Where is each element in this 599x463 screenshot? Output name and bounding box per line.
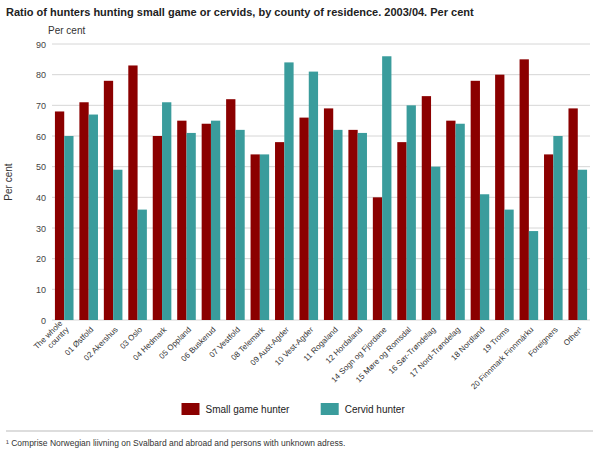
y-axis-label: Per cent bbox=[3, 163, 14, 200]
bar bbox=[333, 130, 342, 320]
y-axis: 0 10 20 30 40 50 60 70 80 90 bbox=[36, 40, 590, 326]
legend: Small game hunter Cervid hunter bbox=[182, 403, 406, 415]
bar bbox=[202, 124, 211, 320]
legend-swatch bbox=[182, 403, 200, 415]
chart: Ratio of hunters hunting small game or c… bbox=[0, 0, 599, 463]
bar bbox=[153, 136, 162, 320]
legend-label: Cervid hunter bbox=[345, 404, 406, 415]
bar bbox=[382, 56, 391, 320]
bar bbox=[251, 154, 260, 320]
bar bbox=[211, 121, 220, 320]
legend-swatch bbox=[321, 403, 339, 415]
tick-label: 10 bbox=[36, 285, 46, 295]
bar bbox=[104, 81, 113, 320]
bar bbox=[397, 142, 406, 320]
category-label: 02 Akershus bbox=[82, 325, 119, 362]
bar bbox=[284, 62, 293, 320]
bar bbox=[55, 111, 64, 320]
bar bbox=[79, 102, 88, 320]
bar bbox=[553, 136, 562, 320]
bar bbox=[422, 96, 431, 320]
bar bbox=[568, 108, 577, 320]
bar bbox=[358, 133, 367, 320]
bar bbox=[504, 210, 513, 320]
tick-label: 0 bbox=[41, 316, 46, 326]
tick-label: 80 bbox=[36, 70, 46, 80]
bar bbox=[544, 154, 553, 320]
bar bbox=[520, 59, 529, 320]
bars bbox=[55, 56, 587, 320]
bar bbox=[128, 65, 137, 320]
category-label: Foreigners bbox=[526, 325, 559, 358]
tick-label: 50 bbox=[36, 162, 46, 172]
tick-label: 70 bbox=[36, 101, 46, 111]
bar bbox=[495, 75, 504, 320]
bar bbox=[578, 170, 587, 320]
bar bbox=[226, 99, 235, 320]
x-axis: The wholecountry01 Østfold02 Akershus03 … bbox=[32, 318, 585, 391]
footnote-rule bbox=[6, 431, 593, 432]
bar bbox=[480, 194, 489, 320]
bar bbox=[177, 121, 186, 320]
tick-label: 30 bbox=[36, 224, 46, 234]
category-label: Other¹ bbox=[562, 325, 585, 348]
tick-label: 20 bbox=[36, 254, 46, 264]
footnote: ¹ Comprise Norwegian liivning on Svalbar… bbox=[6, 438, 345, 448]
grid-line bbox=[52, 44, 590, 45]
bar bbox=[299, 118, 308, 320]
bar bbox=[529, 231, 538, 320]
bar bbox=[275, 142, 284, 320]
bar bbox=[89, 115, 98, 320]
bar bbox=[235, 130, 244, 320]
title: Ratio of hunters hunting small game or c… bbox=[6, 6, 474, 18]
bar bbox=[446, 121, 455, 320]
unit-label: Per cent bbox=[48, 25, 85, 36]
bar bbox=[162, 102, 171, 320]
tick-label: 90 bbox=[36, 40, 46, 50]
bar bbox=[471, 81, 480, 320]
bar bbox=[138, 210, 147, 320]
bar bbox=[407, 105, 416, 320]
legend-label: Small game hunter bbox=[206, 404, 291, 415]
bar bbox=[348, 130, 357, 320]
bar bbox=[64, 136, 73, 320]
bar bbox=[309, 72, 318, 320]
bar bbox=[187, 133, 196, 320]
tick-label: 60 bbox=[36, 132, 46, 142]
tick-label: 40 bbox=[36, 193, 46, 203]
bar bbox=[260, 154, 269, 320]
bar bbox=[324, 108, 333, 320]
category-label: 18 Nordland bbox=[449, 325, 486, 362]
bar bbox=[373, 197, 382, 320]
bar bbox=[113, 170, 122, 320]
bar bbox=[456, 124, 465, 320]
category-label: 20 Finnmark Finnmárku bbox=[469, 325, 535, 391]
bar bbox=[431, 167, 440, 320]
